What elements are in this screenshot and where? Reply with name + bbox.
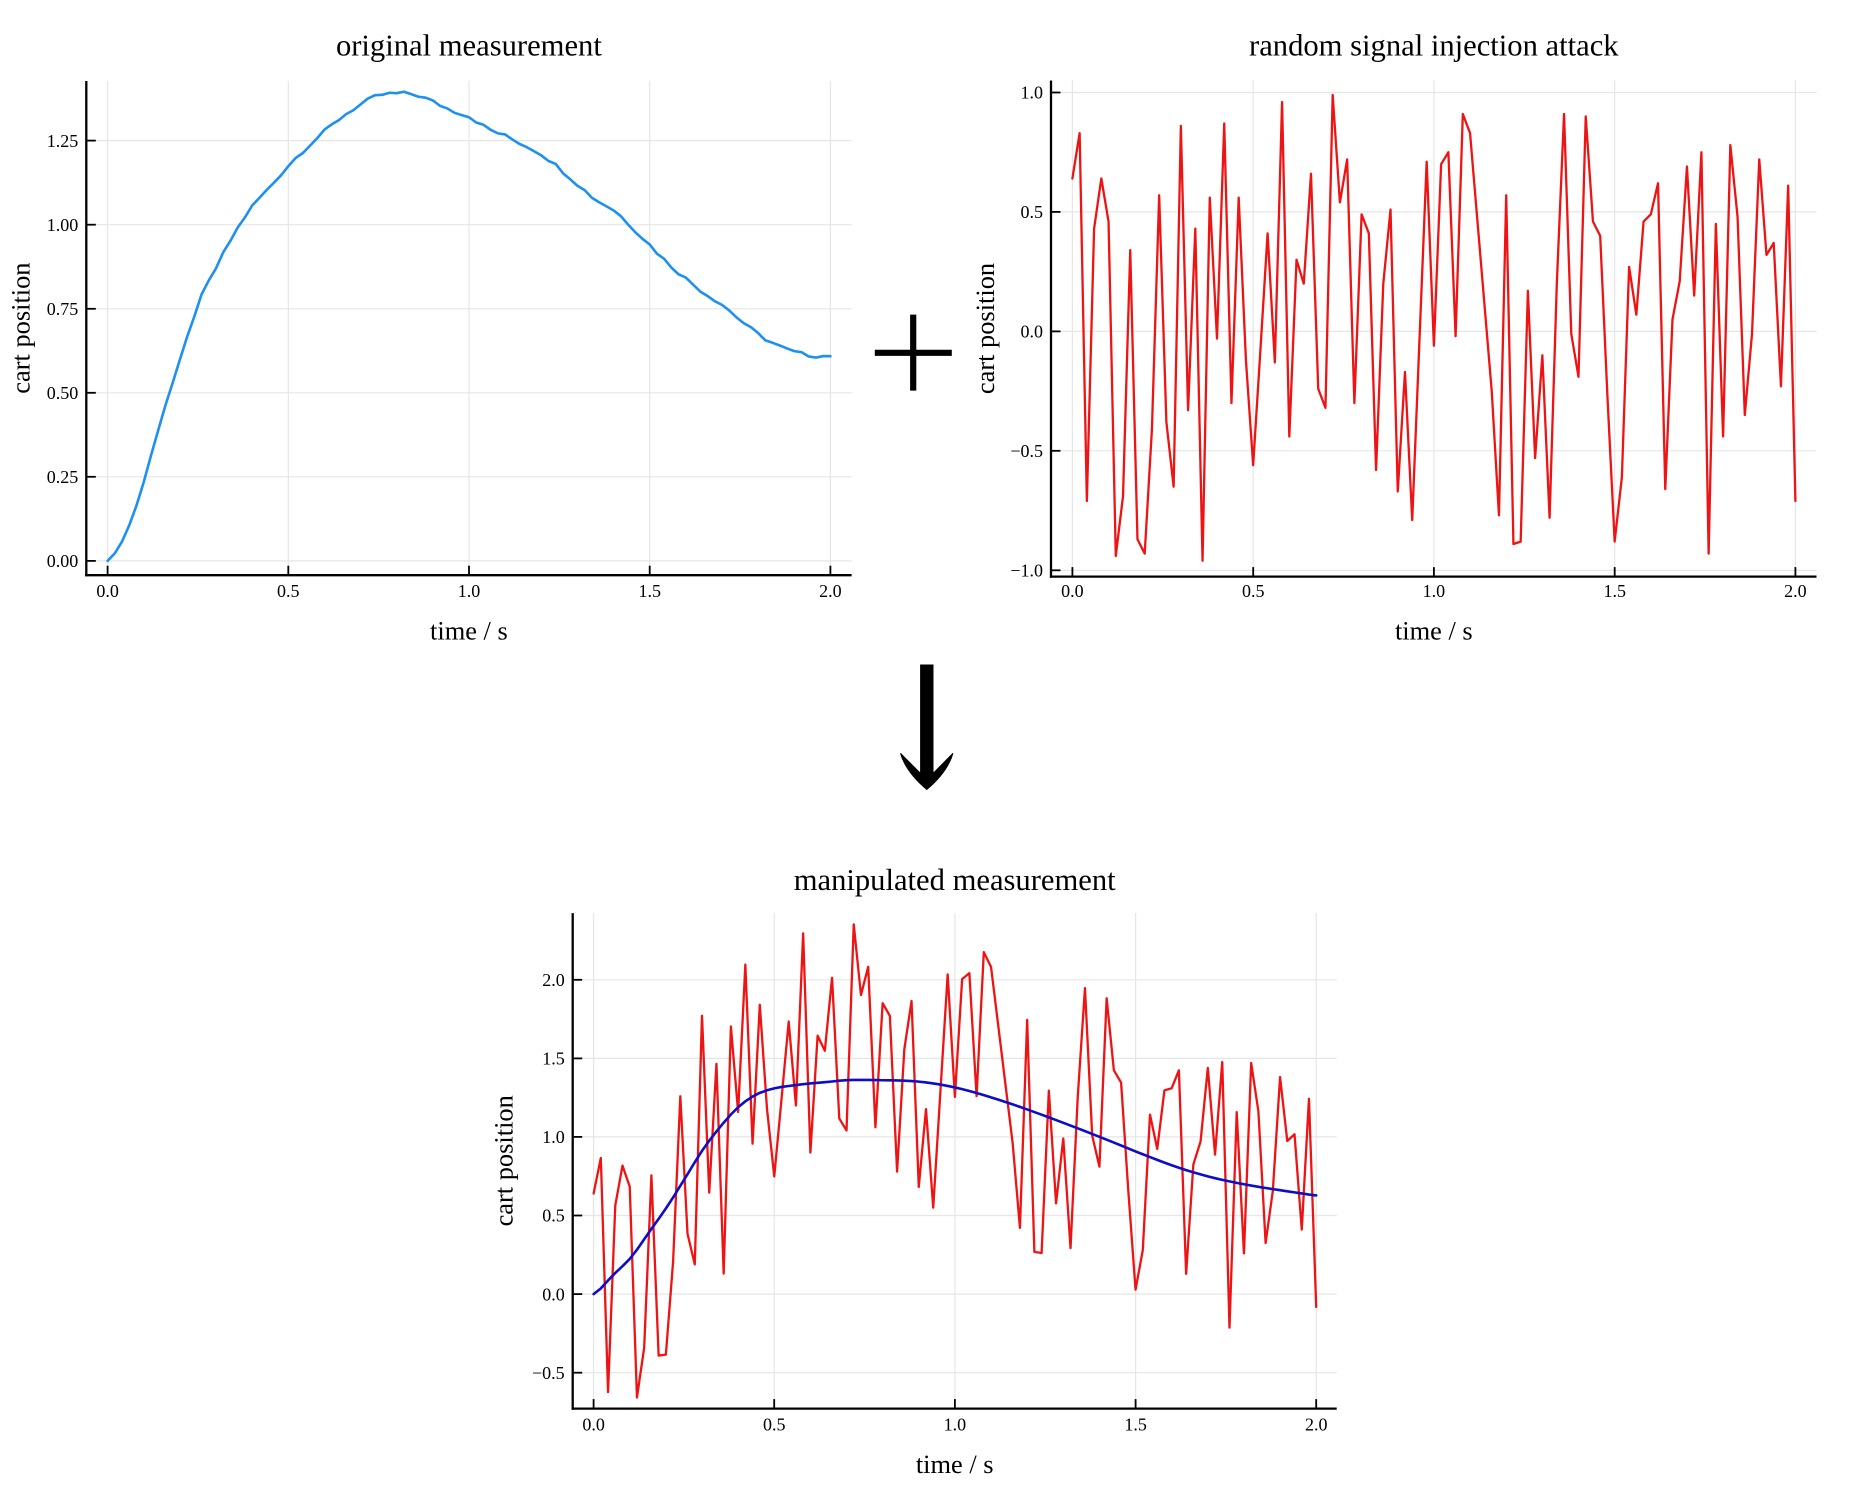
- svg-text:1.5: 1.5: [1124, 1415, 1147, 1435]
- svg-text:0.5: 0.5: [763, 1415, 786, 1435]
- svg-text:0.25: 0.25: [47, 467, 79, 487]
- svg-text:0.0: 0.0: [1021, 322, 1044, 342]
- svg-text:−0.5: −0.5: [1010, 441, 1043, 461]
- svg-text:1.5: 1.5: [638, 581, 661, 601]
- svg-text:−0.5: −0.5: [532, 1363, 565, 1383]
- svg-text:0.50: 0.50: [47, 383, 79, 403]
- svg-text:1.5: 1.5: [1603, 581, 1626, 601]
- svg-text:2.0: 2.0: [819, 581, 842, 601]
- svg-text:1.5: 1.5: [542, 1049, 565, 1069]
- svg-text:0.00: 0.00: [47, 551, 79, 571]
- svg-text:0.5: 0.5: [277, 581, 300, 601]
- svg-text:0.5: 0.5: [542, 1206, 565, 1226]
- svg-text:2.0: 2.0: [1305, 1415, 1328, 1435]
- svg-text:cart position: cart position: [5, 262, 35, 393]
- svg-text:0.75: 0.75: [47, 299, 79, 319]
- svg-text:cart position: cart position: [970, 263, 1000, 394]
- svg-text:1.0: 1.0: [944, 1415, 967, 1435]
- svg-text:2.0: 2.0: [1784, 581, 1807, 601]
- svg-text:0.5: 0.5: [1242, 581, 1265, 601]
- svg-text:cart position: cart position: [489, 1095, 519, 1226]
- svg-text:manipulated measurement: manipulated measurement: [794, 863, 1116, 897]
- svg-text:random signal injection attack: random signal injection attack: [1249, 28, 1619, 62]
- svg-text:time / s: time / s: [916, 1449, 994, 1479]
- svg-text:1.00: 1.00: [47, 215, 79, 235]
- svg-text:1.0: 1.0: [1423, 581, 1446, 601]
- svg-text:1.0: 1.0: [542, 1127, 565, 1147]
- svg-text:1.0: 1.0: [1021, 83, 1044, 103]
- svg-text:time / s: time / s: [1395, 616, 1473, 646]
- svg-text:0.0: 0.0: [1061, 581, 1084, 601]
- svg-text:0.0: 0.0: [582, 1415, 605, 1435]
- svg-text:−1.0: −1.0: [1010, 561, 1043, 581]
- svg-text:2.0: 2.0: [542, 970, 565, 990]
- svg-text:0.0: 0.0: [542, 1284, 565, 1304]
- svg-text:0.0: 0.0: [96, 581, 119, 601]
- svg-text:1.25: 1.25: [47, 131, 79, 151]
- svg-text:original measurement: original measurement: [336, 28, 602, 62]
- svg-text:0.5: 0.5: [1021, 202, 1044, 222]
- svg-text:time / s: time / s: [430, 616, 508, 646]
- svg-text:1.0: 1.0: [458, 581, 481, 601]
